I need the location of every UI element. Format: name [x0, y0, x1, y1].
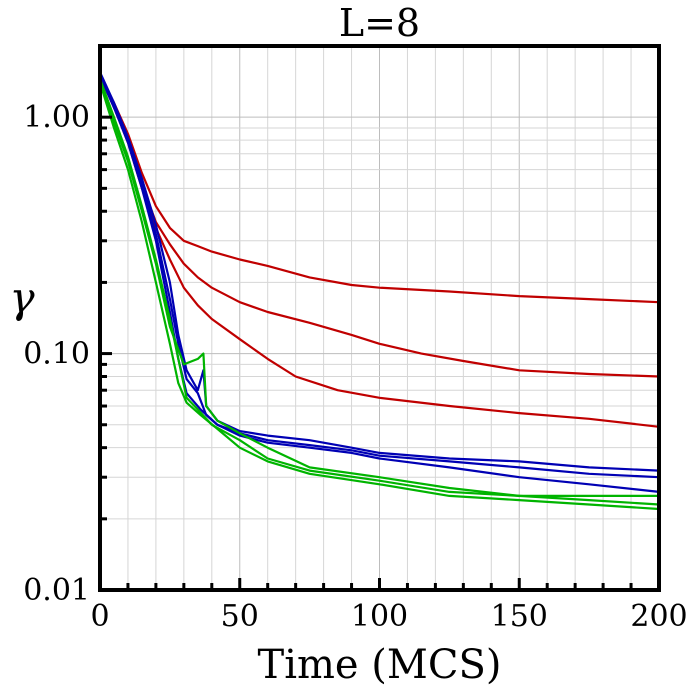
series-line-green-9 [98, 82, 660, 511]
y-axis-title: γ [9, 273, 35, 322]
x-tick-label: 200 [630, 599, 687, 634]
axis-ticks [98, 44, 661, 592]
series-line-blue-6 [98, 75, 660, 493]
y-tick-label: 1.00 [23, 100, 90, 135]
x-tick-label: 100 [351, 599, 408, 634]
tick-labels: 0 50 100 150 200 0.01 0.10 1.00 [23, 100, 687, 634]
series-line-green-8 [98, 82, 659, 497]
x-tick-label: 150 [491, 599, 548, 634]
y-tick-label: 0.01 [23, 573, 90, 608]
grid [99, 45, 660, 591]
series-layer [98, 71, 660, 511]
x-tick-label: 0 [90, 599, 109, 634]
series-line-red-1 [99, 74, 660, 304]
x-tick-label: 50 [221, 599, 259, 634]
y-tick-label: 0.10 [23, 337, 90, 372]
x-axis-title: Time (MCS) [258, 642, 502, 688]
chart-title: L=8 [339, 1, 420, 45]
